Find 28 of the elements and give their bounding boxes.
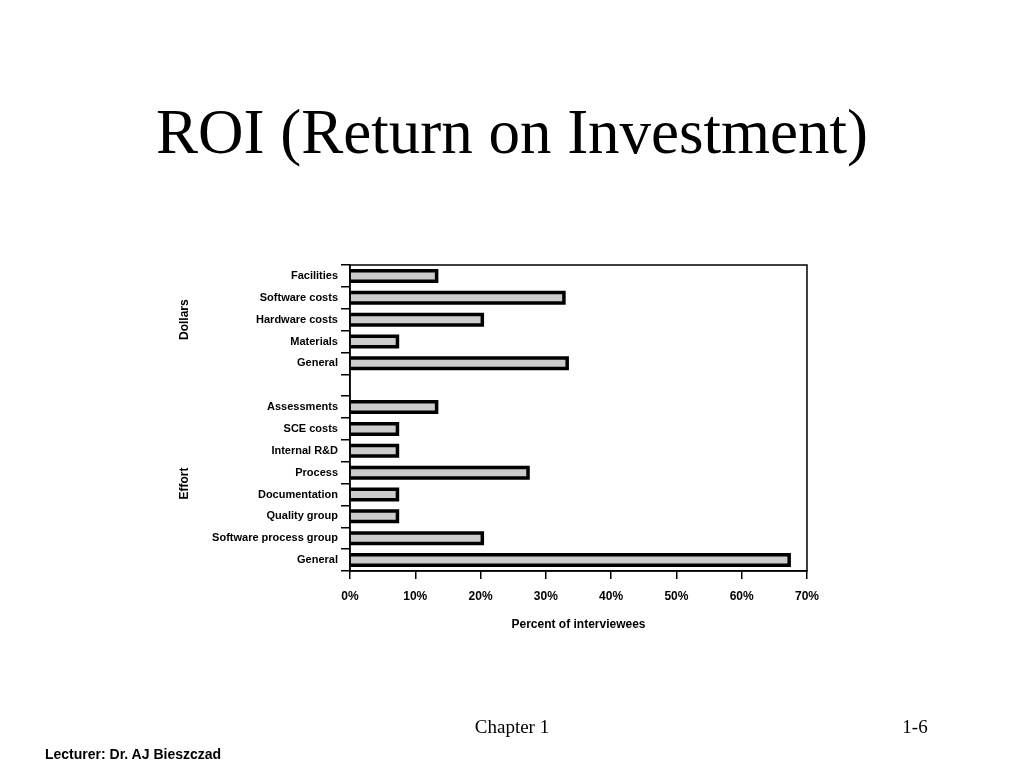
y-tick-label: Materials bbox=[290, 334, 338, 347]
y-tick-label: Hardware costs bbox=[256, 312, 338, 325]
x-tick-label: 30% bbox=[533, 588, 559, 603]
x-tick-label: 50% bbox=[664, 588, 689, 603]
y-tick-label: SCE costs bbox=[283, 421, 338, 434]
text: Effort bbox=[177, 467, 192, 500]
text: Chapter 1 bbox=[473, 716, 551, 738]
x-tick-label: 70% bbox=[794, 588, 820, 603]
y-tick-label: General bbox=[297, 553, 338, 566]
text: 1-6 bbox=[901, 716, 929, 738]
x-tick-label: 60% bbox=[729, 588, 755, 603]
y-tick-label: Assessments bbox=[267, 400, 338, 413]
x-tick-label: 20% bbox=[468, 588, 493, 603]
text: Lecturer: Dr. AJ Bieszczad bbox=[45, 746, 222, 762]
y-tick-label: Process bbox=[295, 465, 338, 478]
x-tick-label: 0% bbox=[341, 588, 359, 603]
x-tick-label: 10% bbox=[403, 588, 428, 603]
y-tick-label: Quality group bbox=[266, 509, 339, 522]
chart-title: ROI (Return on Investment) bbox=[154, 97, 870, 167]
y-tick-label: General bbox=[297, 356, 338, 369]
y-tick-label: Documentation bbox=[257, 487, 339, 500]
text: Dollars bbox=[177, 298, 192, 340]
x-axis-title: Percent of interviewees bbox=[511, 617, 646, 632]
x-tick-label: 40% bbox=[599, 588, 624, 603]
y-tick-label: Software costs bbox=[259, 290, 338, 303]
y-tick-label: Internal R&D bbox=[271, 443, 339, 456]
y-tick-label: Facilities bbox=[290, 268, 338, 281]
y-tick-label: Software process group bbox=[212, 531, 339, 544]
